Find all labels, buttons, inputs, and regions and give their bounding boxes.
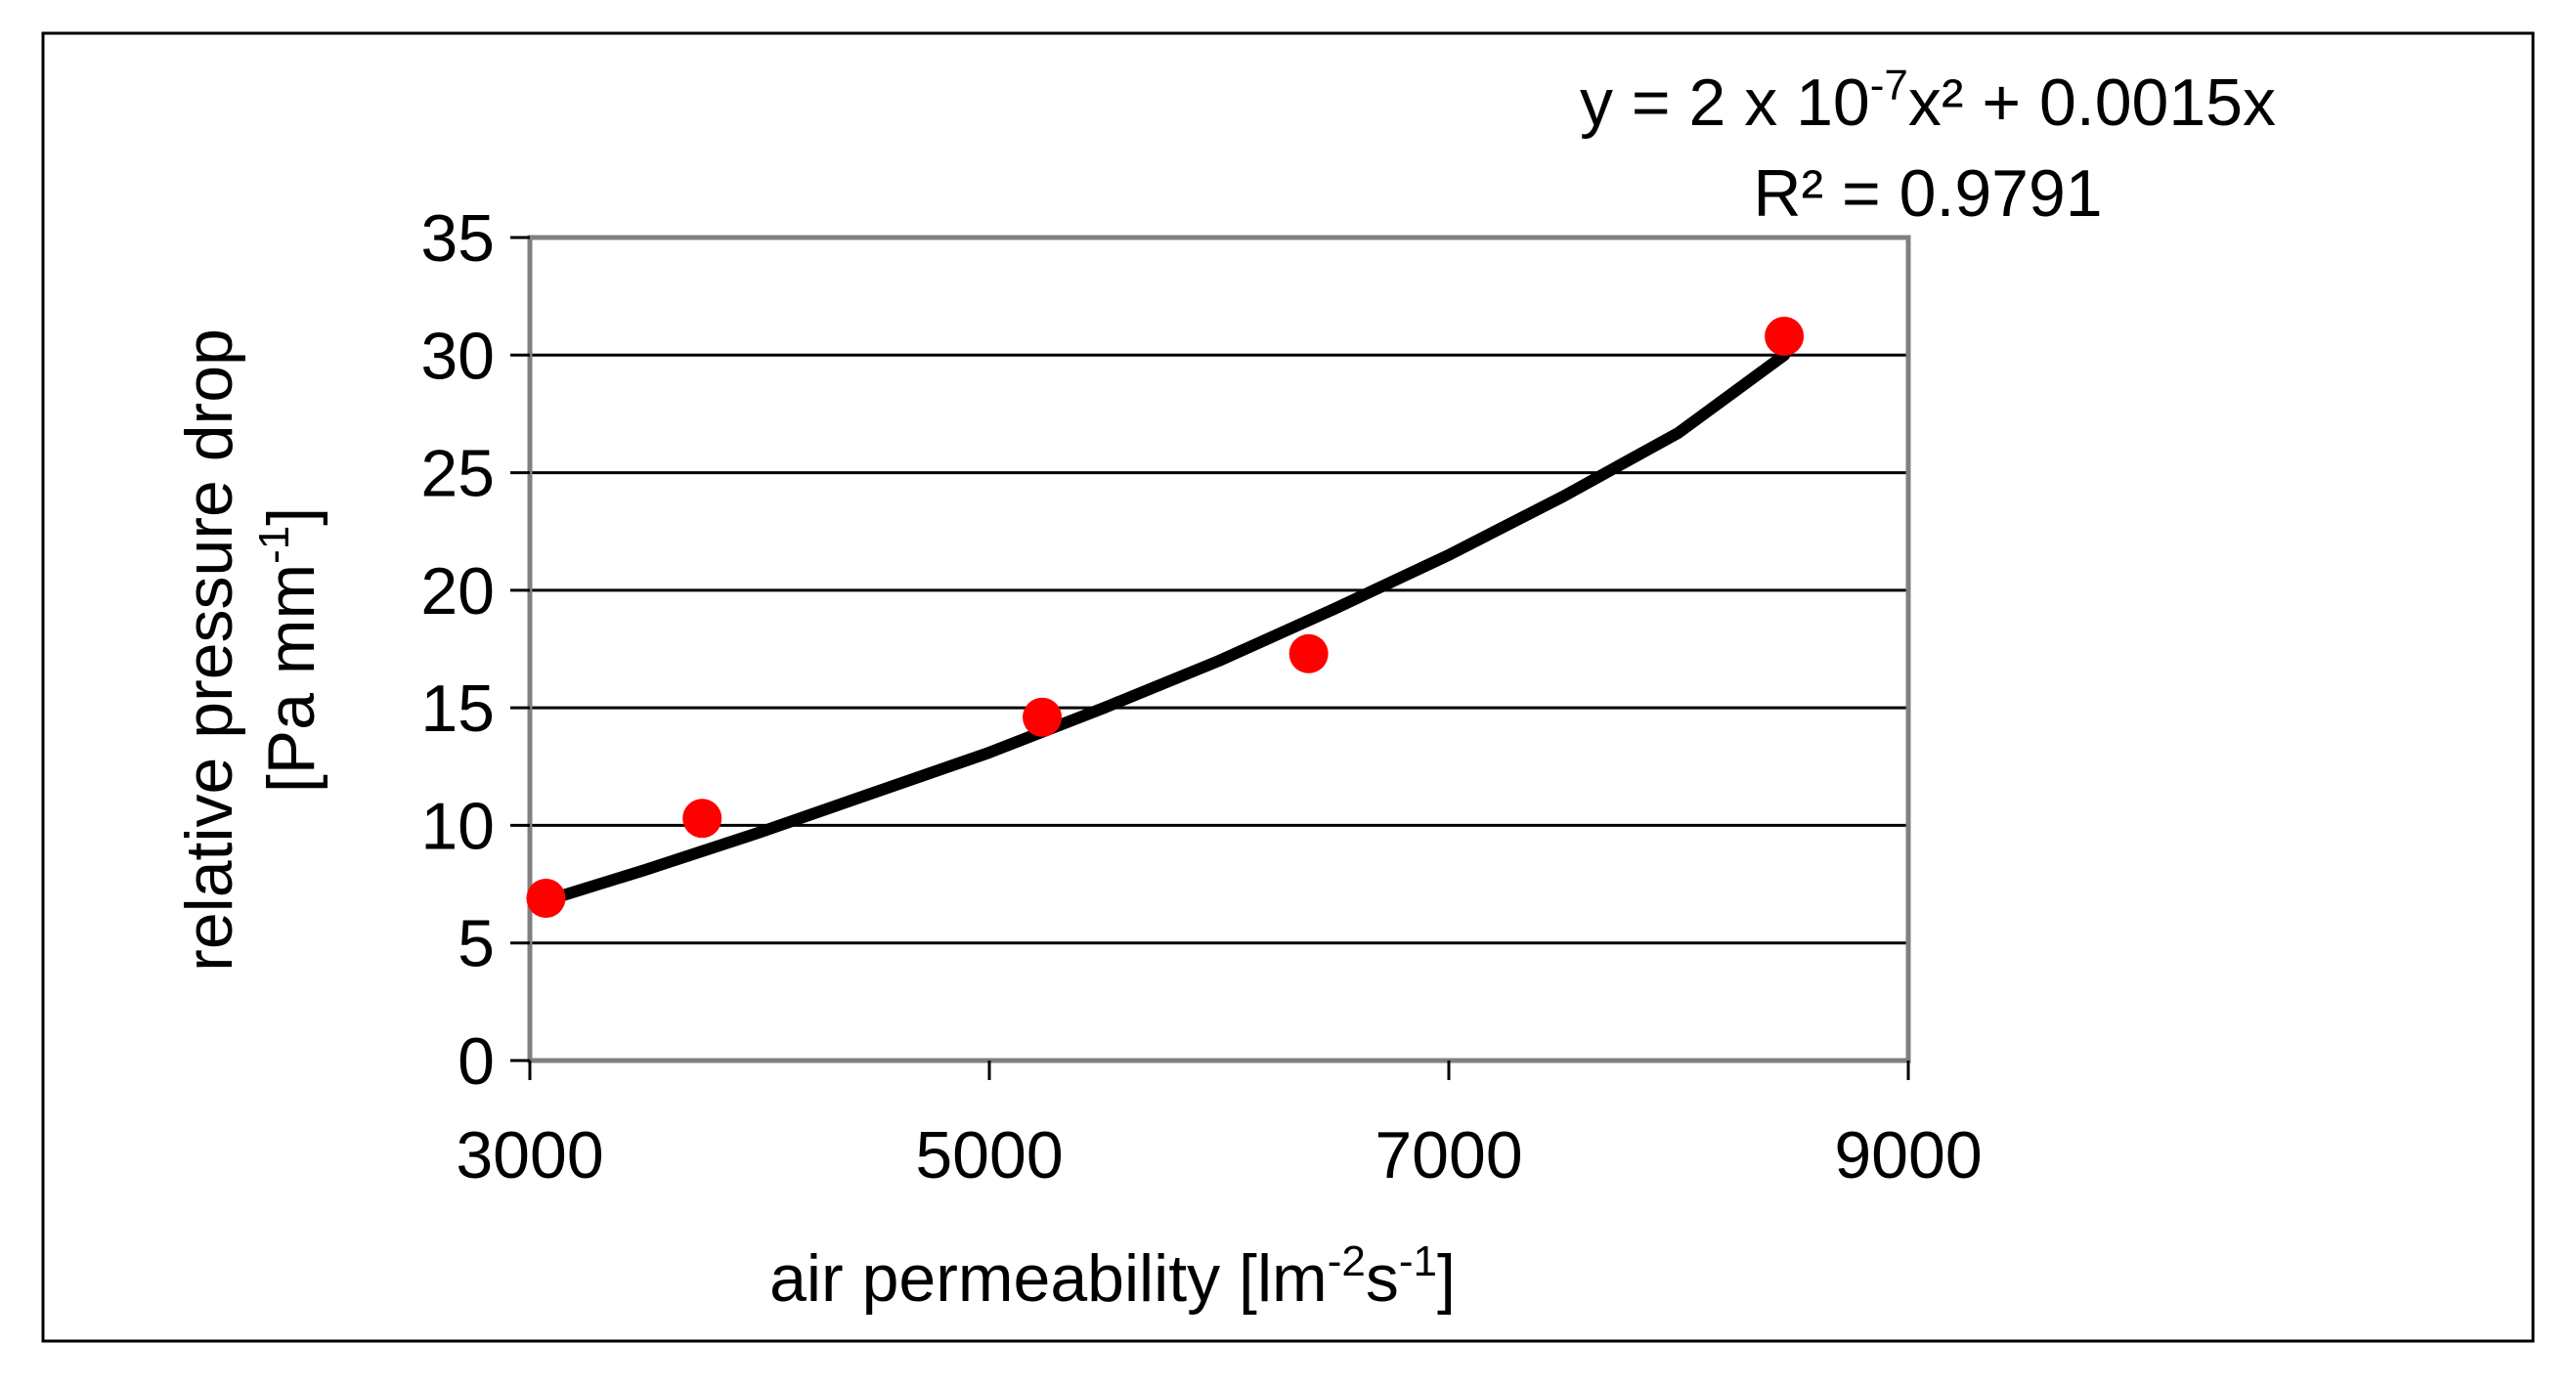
y-tick-label-20: 20 — [420, 554, 495, 628]
equation-exponent: -7 — [1870, 62, 1908, 109]
x-axis-title-mid: s — [1366, 1241, 1399, 1316]
x-axis-title-sup2: -1 — [1399, 1237, 1437, 1285]
x-tick-label-5000: 5000 — [915, 1118, 1063, 1192]
y-axis-title-line2-end: ] — [254, 507, 328, 526]
trendline-equation: y = 2 x 10-7x² + 0.0015x — [1580, 62, 2276, 140]
y-tick-labels: 0 5 10 15 20 25 30 35 — [420, 201, 495, 1099]
y-axis-title-line1: relative pressure drop — [172, 328, 246, 972]
y-tick-label-5: 5 — [458, 907, 495, 981]
y-tick-label-10: 10 — [420, 789, 495, 863]
data-points — [526, 317, 1805, 919]
x-axis-title-end: ] — [1437, 1241, 1456, 1316]
y-tick-label-25: 25 — [420, 437, 495, 511]
trendline — [540, 349, 1791, 907]
x-axis-title: air permeability [lm-2s-1] — [769, 1237, 1456, 1316]
data-point-2 — [682, 799, 722, 839]
axis-ticks — [510, 236, 1910, 1080]
y-axis-title-line2-main: [Pa mm — [254, 564, 328, 793]
chart-outer-border — [41, 31, 2535, 1343]
data-point-4 — [1288, 633, 1329, 673]
gridlines — [530, 353, 1908, 945]
equation-post: x² + 0.0015x — [1908, 65, 2276, 140]
x-tick-label-9000: 9000 — [1834, 1118, 1982, 1192]
y-axis-title-line2: [Pa mm-1] — [250, 507, 328, 793]
plot-area-border — [527, 235, 1911, 1063]
data-point-5 — [1765, 317, 1805, 357]
y-tick-label-30: 30 — [420, 319, 495, 393]
y-axis-title-line2-sup: -1 — [250, 526, 298, 564]
equation-pre: y = 2 x 10 — [1580, 65, 1870, 140]
y-axis-title: relative pressure drop [Pa mm-1] — [172, 328, 328, 972]
x-tick-labels: 3000 5000 7000 9000 — [456, 1118, 1982, 1192]
r-squared-label: R² = 0.9791 — [1753, 156, 2102, 231]
x-axis-title-main: air permeability [lm — [769, 1241, 1328, 1316]
y-tick-label-15: 15 — [420, 672, 495, 746]
data-point-3 — [1023, 697, 1063, 737]
x-tick-label-7000: 7000 — [1375, 1118, 1522, 1192]
data-point-1 — [526, 879, 566, 919]
x-tick-label-3000: 3000 — [456, 1118, 603, 1192]
y-tick-label-35: 35 — [420, 201, 495, 276]
x-axis-title-sup1: -2 — [1328, 1237, 1366, 1285]
y-tick-label-0: 0 — [458, 1024, 495, 1099]
